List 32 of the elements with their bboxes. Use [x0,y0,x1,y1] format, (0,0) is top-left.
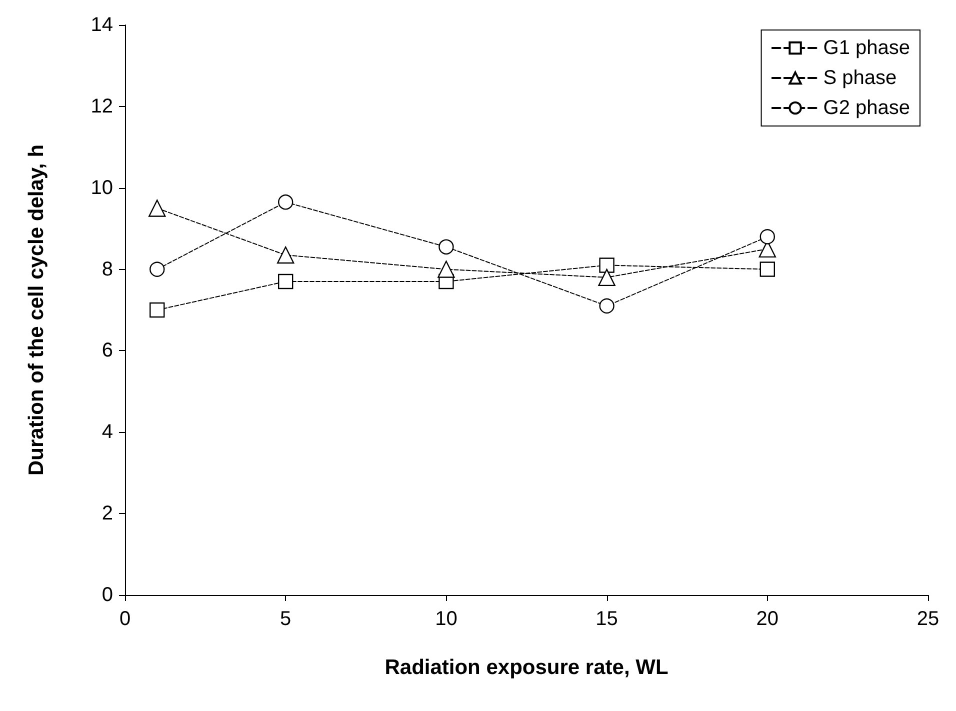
legend-label: G2 phase [823,97,910,119]
point [148,200,166,217]
point [599,258,614,273]
point [278,194,294,210]
point [598,268,616,286]
y-tick-label: 10 [90,176,113,199]
y-tick-label: 2 [102,502,113,525]
point [278,274,294,290]
point [150,302,165,318]
y-tick-label: 14 [90,14,113,36]
point [760,262,775,277]
point [277,246,294,264]
y-tick-label: 4 [102,421,113,444]
point [438,260,455,278]
x-tick-label: 5 [280,608,292,630]
point [760,229,775,244]
x-axis-title: Radiation exposure rate, WL [384,656,668,679]
point [438,239,454,254]
x-tick-label: 10 [435,608,458,630]
y-tick-label: 0 [102,584,113,606]
x-tick-label: 0 [119,608,131,630]
y-tick-label: 12 [90,95,113,118]
y-tick-label: 8 [102,258,113,280]
point [150,262,165,277]
legend-label: G1 phase [823,37,910,59]
x-tick-label: 25 [916,608,940,630]
legend-label: S phase [823,67,897,89]
y-tick-label: 6 [102,340,113,362]
x-tick-label: 15 [596,608,618,630]
x-tick-label: 20 [756,608,779,630]
y-axis-title: Duration of the cell cycle delay, h [25,144,48,476]
point [599,298,614,314]
